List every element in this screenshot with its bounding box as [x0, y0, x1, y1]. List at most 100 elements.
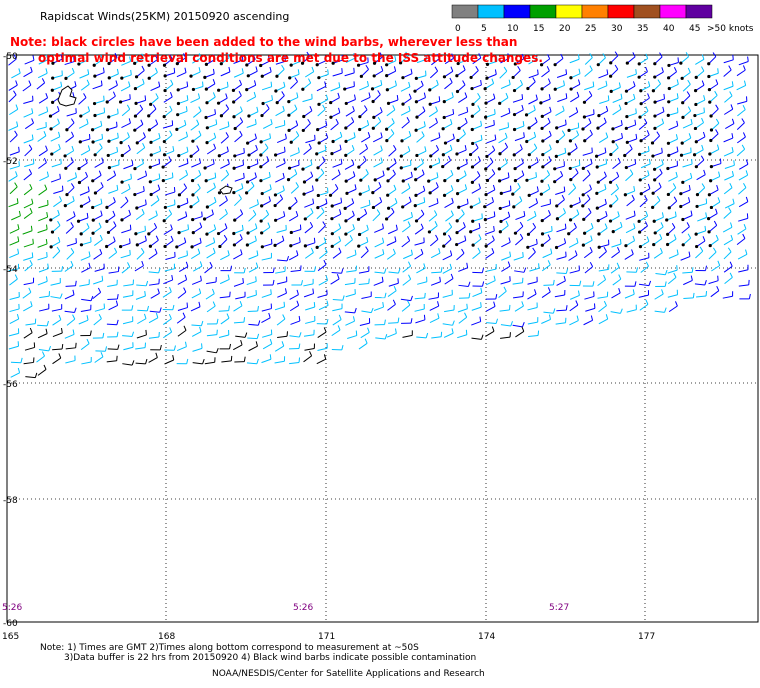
colorbar-swatch: [477, 4, 505, 19]
wind-barb: [511, 182, 521, 196]
wind-barb: [625, 169, 634, 182]
colorbar-swatch: [607, 4, 635, 19]
wind-barb: [64, 56, 75, 66]
wind-barb: [80, 79, 90, 91]
wind-barb: [121, 262, 131, 274]
wind-barb: [428, 210, 438, 222]
wind-barb: [315, 237, 327, 249]
wind-barb: [555, 130, 566, 144]
wind-barb: [357, 155, 367, 169]
wind-barb: [626, 69, 637, 78]
wind-barb: [162, 287, 172, 298]
wind-barb: [541, 156, 552, 169]
wind-barb: [598, 264, 610, 272]
wind-barb: [191, 183, 201, 197]
wind-barb: [163, 235, 174, 249]
wind-barb: [667, 289, 679, 298]
wind-barb: [485, 69, 497, 80]
wind-barb: [652, 233, 663, 247]
wind-barb: [400, 295, 413, 302]
wind-barb: [332, 68, 343, 77]
wind-barb: [583, 223, 594, 235]
wind-barb: [554, 238, 567, 250]
colorbar-swatch: [659, 4, 687, 19]
wind-barb: [401, 221, 411, 233]
wind-barb: [528, 94, 538, 105]
wind-barb: [246, 276, 257, 286]
wind-barb: [10, 367, 21, 378]
wind-barb: [515, 210, 526, 221]
wind-barb: [135, 342, 146, 350]
wind-barb: [444, 305, 455, 313]
wind-barb: [442, 66, 454, 79]
wind-barb: [65, 183, 75, 197]
wind-barb: [91, 198, 103, 210]
latitude-label: -58: [3, 496, 18, 506]
wind-barb: [639, 252, 650, 261]
wind-barb: [273, 146, 286, 157]
wind-barb: [161, 156, 172, 169]
wind-barb: [163, 327, 173, 339]
wind-barb: [584, 65, 593, 77]
wind-barb: [107, 108, 119, 119]
wind-barb: [37, 238, 48, 248]
wind-barb: [51, 266, 64, 272]
wind-barb: [556, 223, 567, 233]
wind-barb: [123, 160, 134, 170]
wind-barb: [274, 301, 286, 311]
wind-barb: [709, 104, 719, 118]
wind-barb: [472, 287, 483, 298]
wind-barb: [667, 79, 679, 91]
wind-barb: [400, 81, 411, 92]
wind-barb: [148, 158, 161, 169]
wind-barb: [290, 182, 299, 194]
wind-barb: [261, 312, 271, 324]
wind-barb: [695, 236, 706, 249]
wind-barb: [682, 267, 694, 274]
wind-barb: [65, 342, 77, 350]
wind-barb: [177, 183, 188, 197]
wind-barb: [458, 106, 469, 116]
wind-barb: [696, 290, 708, 298]
wind-barb: [500, 79, 511, 90]
wind-barb: [472, 281, 485, 287]
wind-barb: [147, 104, 157, 118]
wind-barb: [317, 132, 329, 145]
wind-barb: [665, 211, 677, 222]
wind-barb: [301, 78, 312, 91]
wind-barb: [455, 184, 468, 196]
wind-barb: [736, 65, 746, 77]
wind-barb: [66, 314, 76, 326]
wind-barb: [120, 81, 131, 92]
wind-barb: [275, 91, 285, 105]
wind-barb: [233, 68, 244, 78]
wind-barb: [164, 263, 176, 272]
wind-barb: [361, 307, 374, 314]
wind-barb: [666, 160, 679, 171]
wind-barb: [217, 146, 229, 158]
wind-barb: [248, 341, 258, 352]
wind-barb: [637, 146, 650, 157]
wind-barb: [344, 278, 356, 286]
wind-barb: [177, 146, 189, 158]
wind-barb: [79, 69, 90, 79]
wind-barb: [486, 318, 499, 325]
wind-barb: [723, 65, 732, 77]
wind-barb: [344, 145, 355, 157]
wind-barb: [51, 158, 62, 168]
wind-barb: [246, 66, 258, 78]
wind-barb: [528, 54, 538, 65]
wind-barb: [316, 81, 327, 92]
wind-barb: [332, 247, 342, 259]
wind-barb: [458, 262, 469, 272]
wind-barb: [373, 276, 384, 286]
wind-barb: [372, 209, 381, 222]
wind-barb: [358, 278, 370, 285]
wind-barb: [612, 104, 622, 116]
wind-barb: [345, 288, 356, 298]
wind-barb: [514, 267, 527, 273]
wind-barb: [386, 158, 397, 171]
wind-barb: [554, 289, 566, 298]
wind-barb: [343, 198, 355, 210]
colorbar-tick-label: 25: [585, 24, 596, 34]
